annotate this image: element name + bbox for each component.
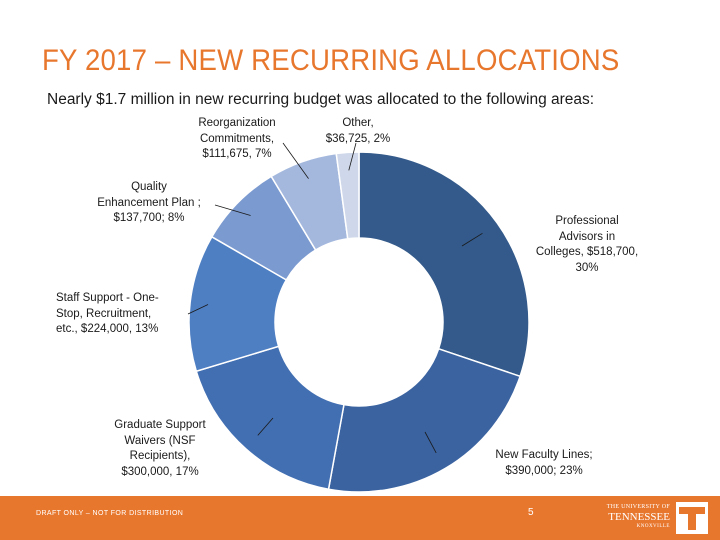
donut-slice-1 (327, 347, 522, 493)
leader-line-0 (461, 233, 483, 247)
slide-title: FY 2017 – NEW RECURRING ALLOCATIONS (42, 44, 620, 77)
slice-label-other: Other, $36,725, 2% (325, 117, 391, 145)
slice-label-quality-enhancement: Quality Enhancement Plan ; $137,700; 8% (97, 181, 201, 224)
leader-line-3 (187, 304, 209, 315)
slice-label-graduate-support: Graduate Support Waivers (NSF Recipients),… (114, 419, 206, 478)
leader-line-4 (214, 204, 251, 216)
leader-line-5 (282, 142, 309, 179)
logo-text-line1: THE UNIVERSITY OF (606, 504, 670, 510)
donut-slice-6 (335, 151, 360, 240)
power-t-icon (676, 502, 708, 534)
logo-text-line2: TENNESSEE (608, 511, 670, 523)
page-number: 5 (528, 507, 534, 518)
slice-label-reorganization: Reorganization Commitments, $111,675, 7% (198, 117, 276, 160)
slice-label-staff-support: Staff Support - One- Stop, Recruitment, et… (56, 292, 159, 335)
donut-slice-2 (195, 345, 345, 491)
university-logo: THE UNIVERSITY OF TENNESSEE KNOXVILLE (602, 502, 708, 534)
donut-slice-0 (358, 151, 530, 378)
leader-line-2 (257, 417, 274, 436)
footer-bar: DRAFT ONLY – NOT FOR DISTRIBUTION 5 THE … (0, 496, 720, 540)
slice-label-new-faculty-lines: New Faculty Lines; $390,000; 23% (495, 449, 593, 477)
logo-text-line3: KNOXVILLE (636, 524, 670, 529)
leader-line-6 (348, 142, 357, 171)
draft-note: DRAFT ONLY – NOT FOR DISTRIBUTION (36, 510, 184, 517)
slice-label-professional-advisors: Professional Advisors in Colleges, $518,70… (535, 215, 639, 274)
slide-subtitle: Nearly $1.7 million in new recurring bud… (47, 91, 595, 108)
leader-line-1 (424, 431, 437, 454)
